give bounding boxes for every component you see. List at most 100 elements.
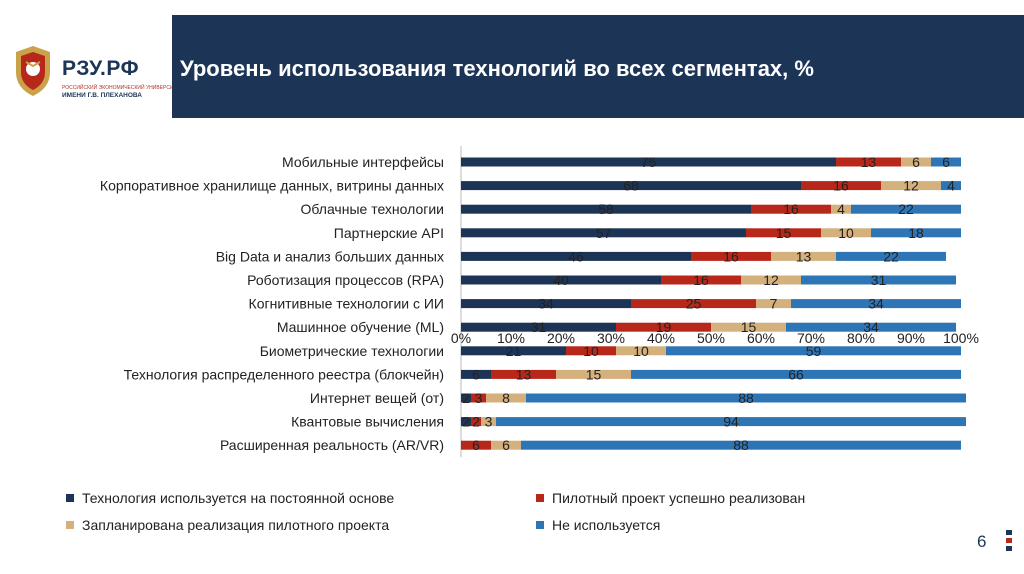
bar-s0-r3 (461, 228, 746, 238)
data-label-s2-r11: 3 (485, 414, 493, 430)
bar-s3-r1 (941, 181, 961, 191)
legend-label-0: Технология используется на постоянной ос… (82, 490, 395, 506)
data-label-s0-r0: 75 (641, 154, 657, 170)
data-label-s0-r10: 2 (462, 390, 470, 406)
bar-s0-r11 (461, 417, 471, 427)
bar-s0-r4 (461, 251, 691, 261)
stacked-bar-chart: Мобильные интерфейсы 75 13 6 6Корпоративное … (100, 146, 979, 458)
category-label-8: Биометрические технологии (260, 343, 444, 359)
legend-label-3: Не используется (552, 517, 661, 533)
data-label-s0-r1: 68 (623, 178, 639, 194)
data-label-s2-r9: 15 (586, 366, 602, 382)
bar-s0-r2 (461, 204, 751, 214)
category-label-9: Технология распределенного реестра (блок… (124, 366, 444, 382)
bar-s1-r10 (471, 393, 486, 403)
x-tick-label-9: 90% (897, 330, 925, 346)
data-label-s3-r6: 34 (868, 296, 884, 312)
data-label-s0-r6: 34 (538, 296, 554, 312)
legend-swatch-3 (536, 521, 544, 529)
bar-s3-r12 (521, 440, 961, 450)
data-label-s2-r10: 8 (502, 390, 510, 406)
bar-s3-r10 (526, 393, 966, 403)
data-label-s3-r4: 22 (883, 248, 899, 264)
data-label-s2-r0: 6 (912, 154, 920, 170)
legend-item-2: Запланирована реализация пилотного проек… (66, 517, 389, 533)
page-marker-icon (1006, 530, 1012, 554)
bar-s3-r9 (631, 369, 961, 379)
x-tick-label-0: 0% (451, 330, 471, 346)
x-tick-label-5: 50% (697, 330, 725, 346)
data-label-s2-r8: 10 (633, 343, 649, 359)
legend-swatch-1 (536, 494, 544, 502)
bar-s1-r0 (836, 157, 901, 167)
bar-s1-r4 (691, 251, 771, 261)
data-label-s1-r2: 16 (783, 201, 799, 217)
legend-swatch-2 (66, 521, 74, 529)
bar-s3-r4 (836, 251, 946, 261)
data-label-s2-r3: 10 (838, 225, 854, 241)
x-tick-label-10: 100% (943, 330, 979, 346)
bar-s2-r10 (486, 393, 526, 403)
bar-s2-r12 (491, 440, 521, 450)
data-label-s1-r11: 2 (472, 414, 480, 430)
data-label-s3-r9: 66 (788, 366, 804, 382)
bar-s0-r9 (461, 369, 491, 379)
header-bar (172, 15, 1024, 118)
bar-s1-r6 (631, 299, 756, 309)
data-label-s1-r9: 13 (516, 366, 532, 382)
bar-s1-r11 (471, 417, 481, 427)
data-label-s3-r1: 4 (947, 178, 955, 194)
brand-name: РЗУ.РФ (62, 57, 140, 80)
category-label-5: Роботизация процессов (RPA) (247, 272, 444, 288)
bar-s3-r6 (791, 299, 961, 309)
bar-s0-r1 (461, 181, 801, 191)
bar-s3-r5 (801, 275, 956, 285)
bar-s1-r7 (616, 322, 711, 332)
data-label-s2-r6: 7 (770, 296, 778, 312)
bar-s3-r11 (496, 417, 966, 427)
data-label-s2-r12: 6 (502, 437, 510, 453)
data-label-s3-r11: 94 (723, 414, 739, 430)
x-tick-label-1: 10% (497, 330, 525, 346)
bar-s1-r8 (566, 346, 616, 356)
x-tick-label-2: 20% (547, 330, 575, 346)
bar-s2-r7 (711, 322, 786, 332)
logo-area: РЗУ.РФ РОССИЙСКИЙ ЭКОНОМИЧЕСКИЙ УНИВЕРСИ… (0, 15, 183, 118)
data-label-s3-r5: 31 (871, 272, 887, 288)
data-label-s1-r12: 6 (472, 437, 480, 453)
bar-s3-r0 (931, 157, 961, 167)
data-label-s2-r2: 4 (837, 201, 845, 217)
data-label-s1-r4: 16 (723, 248, 739, 264)
data-label-s3-r12: 88 (733, 437, 749, 453)
data-label-s0-r8: 21 (506, 343, 522, 359)
data-label-s2-r4: 13 (796, 248, 812, 264)
category-label-3: Партнерские API (334, 225, 444, 241)
bar-s2-r11 (481, 417, 496, 427)
bar-s0-r10 (461, 393, 471, 403)
data-label-s1-r0: 13 (861, 154, 877, 170)
bar-s2-r0 (901, 157, 931, 167)
data-label-s0-r2: 58 (598, 201, 614, 217)
category-label-11: Квантовые вычисления (291, 414, 444, 430)
bar-s0-r5 (461, 275, 661, 285)
data-label-s1-r1: 16 (833, 178, 849, 194)
x-tick-label-6: 60% (747, 330, 775, 346)
bar-s2-r4 (771, 251, 836, 261)
data-label-s3-r2: 22 (898, 201, 914, 217)
bar-s1-r2 (751, 204, 831, 214)
brand-subtitle-2: ИМЕНИ Г.В. ПЛЕХАНОВА (62, 92, 142, 99)
legend-label-1: Пилотный проект успешно реализован (552, 490, 806, 506)
category-label-6: Когнитивные технологии с ИИ (249, 296, 444, 312)
bar-s1-r1 (801, 181, 881, 191)
legend-item-3: Не используется (536, 517, 660, 533)
bar-s1-r9 (491, 369, 556, 379)
page-title: Уровень использования технологий во всех… (180, 56, 814, 81)
bar-s0-r6 (461, 299, 631, 309)
bar-s0-r0 (461, 157, 836, 167)
bar-s2-r9 (556, 369, 631, 379)
category-label-4: Big Data и анализ больших данных (216, 248, 444, 264)
data-label-s0-r9: 6 (472, 366, 480, 382)
data-label-s3-r10: 88 (738, 390, 754, 406)
bar-s2-r8 (616, 346, 666, 356)
bar-s3-r2 (851, 204, 961, 214)
